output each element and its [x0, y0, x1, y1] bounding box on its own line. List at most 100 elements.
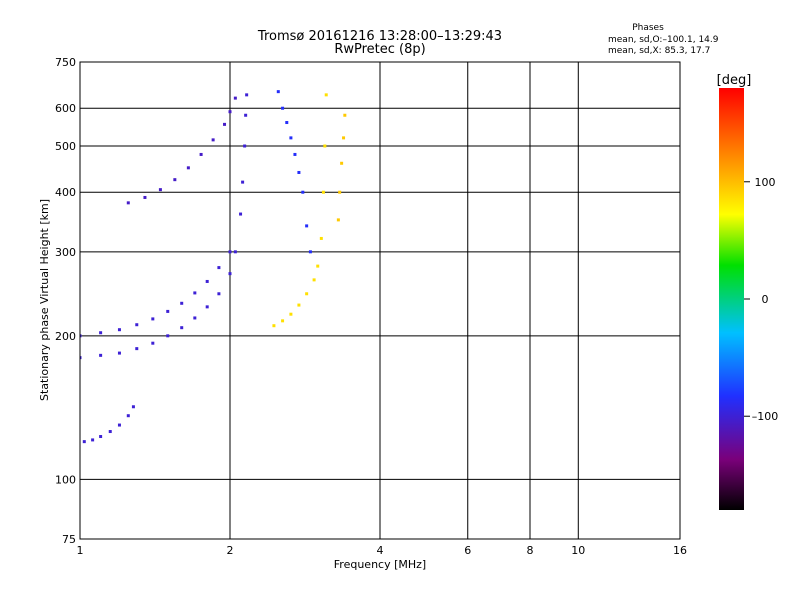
- trace-point: [80, 334, 82, 338]
- chart-title: Tromsø 20161216 13:28:00–13:29:43: [257, 29, 502, 44]
- trace-point: [205, 305, 209, 309]
- y-tick-label: 75: [62, 533, 76, 546]
- trace-point: [305, 292, 309, 296]
- trace-point: [228, 110, 232, 114]
- y-axis-ticks: 75 100 200 300 400 500 600 750: [55, 56, 76, 546]
- trace-point: [276, 90, 280, 94]
- trace-point: [228, 250, 232, 254]
- stats-x-mode: mean, sd,X: 85.3, 17.7: [608, 46, 710, 56]
- trace-point: [217, 292, 221, 296]
- trace-point: [243, 144, 247, 148]
- trace-point: [297, 170, 301, 174]
- trace-point: [199, 152, 203, 156]
- trace-point: [312, 278, 316, 282]
- trace-point: [117, 328, 121, 332]
- trace-point: [80, 356, 82, 360]
- trace-point: [343, 113, 347, 117]
- trace-point: [135, 323, 139, 327]
- trace-point: [180, 326, 184, 330]
- trace-point: [281, 319, 285, 323]
- colorbar-ticks: –100 0 100: [744, 176, 778, 423]
- trace-point: [166, 309, 170, 313]
- trace-point: [99, 435, 103, 439]
- colorbar: [719, 88, 744, 510]
- trace-point: [131, 405, 135, 409]
- trace-point: [135, 347, 139, 351]
- trace-point: [117, 423, 121, 427]
- trace-point: [289, 312, 293, 316]
- x-tick-label: 10: [571, 544, 585, 557]
- trace-point: [193, 316, 197, 320]
- trace-point: [285, 121, 289, 125]
- trace-point: [228, 272, 232, 276]
- y-tick-label: 600: [55, 102, 76, 115]
- x-tick-label: 4: [377, 544, 384, 557]
- trace-point: [272, 324, 276, 328]
- colorbar-tick-label: 100: [755, 176, 776, 189]
- trace-point: [158, 188, 162, 192]
- y-tick-label: 100: [55, 473, 76, 486]
- trace-point: [321, 190, 325, 194]
- stats-o-mode: mean, sd,O:–100.1, 14.9: [608, 35, 719, 45]
- plot-frame: [79, 61, 681, 540]
- grid-lines: [80, 62, 680, 539]
- trace-point: [324, 93, 328, 97]
- trace-point: [289, 136, 293, 140]
- trace-point: [305, 224, 309, 228]
- trace-point: [239, 212, 243, 216]
- trace-point: [99, 331, 103, 335]
- stats-title: Phases: [632, 23, 664, 33]
- trace-point: [82, 440, 86, 444]
- trace-point: [166, 334, 170, 338]
- y-tick-label: 750: [55, 56, 76, 69]
- trace-point: [233, 250, 237, 254]
- trace-point: [126, 201, 130, 205]
- trace-point: [151, 317, 155, 321]
- x-tick-label: 1: [77, 544, 84, 557]
- trace-point: [323, 144, 327, 148]
- trace-point: [173, 178, 177, 182]
- x-axis-label: Frequency [MHz]: [334, 558, 426, 571]
- x-tick-label: 16: [673, 544, 687, 557]
- trace-point: [143, 195, 147, 199]
- colorbar-tick-label: –100: [752, 410, 779, 423]
- y-tick-label: 200: [55, 330, 76, 343]
- trace-point: [297, 303, 301, 307]
- trace-point: [108, 430, 112, 434]
- x-tick-label: 8: [527, 544, 534, 557]
- x-tick-label: 6: [464, 544, 471, 557]
- x-axis-ticks: 1 2 4 6 8 10 16: [77, 544, 688, 557]
- data-points: [80, 90, 347, 444]
- trace-point: [233, 96, 237, 100]
- colorbar-label: [deg]: [717, 73, 752, 88]
- trace-point: [211, 138, 215, 142]
- trace-point: [117, 351, 121, 355]
- y-tick-label: 500: [55, 140, 76, 153]
- trace-point: [217, 266, 221, 270]
- trace-point: [336, 218, 340, 222]
- trace-point: [205, 279, 209, 283]
- trace-point: [281, 106, 285, 110]
- y-tick-label: 400: [55, 186, 76, 199]
- trace-point: [91, 438, 95, 442]
- trace-point: [316, 264, 320, 268]
- trace-point: [244, 113, 248, 117]
- trace-point: [301, 190, 305, 194]
- y-axis-label: Stationary phase Virtual Height [km]: [38, 199, 51, 401]
- trace-point: [293, 152, 297, 156]
- trace-point: [308, 250, 312, 254]
- trace-point: [319, 236, 323, 240]
- trace-point: [193, 291, 197, 295]
- trace-point: [223, 122, 227, 126]
- trace-point: [180, 301, 184, 305]
- y-tick-label: 300: [55, 246, 76, 259]
- trace-point: [338, 190, 342, 194]
- trace-point: [340, 161, 344, 165]
- trace-point: [241, 180, 245, 184]
- trace-point: [126, 414, 130, 418]
- trace-point: [186, 166, 190, 170]
- trace-point: [245, 93, 249, 97]
- trace-point: [99, 353, 103, 357]
- trace-point: [342, 136, 346, 140]
